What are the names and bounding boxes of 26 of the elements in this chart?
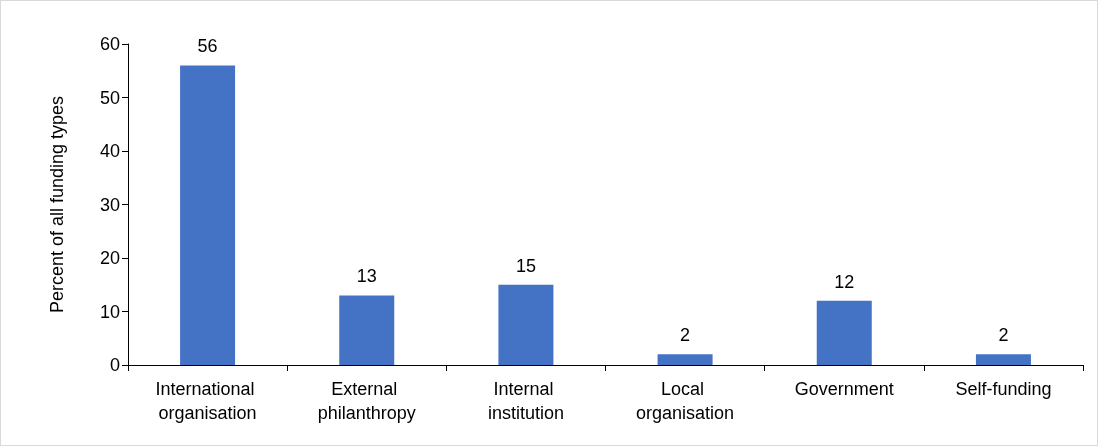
y-tick-label: 40 bbox=[99, 141, 120, 161]
data-label: 13 bbox=[356, 266, 377, 287]
x-tick-label: Local organisation bbox=[636, 379, 735, 423]
y-tick-label: 30 bbox=[99, 194, 120, 215]
y-tick-label: 10 bbox=[99, 301, 120, 322]
data-label: 2 bbox=[998, 325, 1009, 346]
x-tick-label: International organisation bbox=[155, 379, 260, 423]
x-tick-label: Self-funding bbox=[955, 379, 1052, 399]
bar bbox=[657, 354, 713, 365]
y-tick-label: 0 bbox=[109, 355, 120, 375]
bar bbox=[975, 354, 1031, 365]
x-tick-label: Government bbox=[794, 379, 894, 399]
bar bbox=[816, 300, 872, 365]
data-label: 2 bbox=[680, 325, 691, 346]
data-label: 15 bbox=[515, 255, 536, 276]
y-tick-label: 20 bbox=[99, 248, 120, 268]
x-tick-label: Internal institution bbox=[487, 379, 564, 423]
bar bbox=[498, 284, 554, 365]
data-label: 56 bbox=[197, 36, 218, 57]
y-axis-title: Percent of all funding types bbox=[47, 95, 67, 314]
x-tick-label: External philanthropy bbox=[317, 379, 416, 423]
y-tick-label: 60 bbox=[99, 34, 120, 54]
bar bbox=[339, 295, 395, 365]
data-label: 12 bbox=[834, 271, 855, 292]
y-tick-label: 50 bbox=[99, 87, 120, 108]
bar bbox=[180, 65, 236, 365]
